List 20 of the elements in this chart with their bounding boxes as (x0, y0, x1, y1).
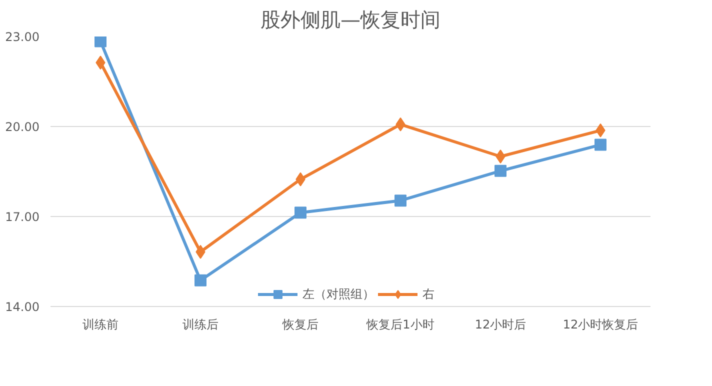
y-tick-label: 23.00 (5, 30, 40, 44)
point (194, 274, 206, 286)
chart-title: 股外侧肌—恢复时间 (260, 8, 440, 32)
x-tick-label: 训练后 (182, 318, 218, 332)
point (94, 36, 106, 48)
x-tick-label: 恢复后1小时 (366, 318, 434, 332)
point (594, 138, 606, 151)
x-tick-label: 12小时恢复后 (562, 318, 638, 332)
legend-label: 左（对照组） (302, 286, 374, 302)
legend-label: 右 (422, 286, 436, 302)
x-tick-label: 12小时后 (474, 318, 526, 332)
x-tick-label: 训练前 (82, 318, 118, 332)
x-tick-label: 恢复后 (282, 318, 318, 332)
y-tick-label: 14.00 (5, 300, 40, 314)
point (494, 164, 506, 177)
y-tick-label: 17.00 (5, 210, 40, 224)
point (394, 194, 406, 207)
y-tick-label: 20.00 (5, 120, 40, 134)
point (294, 206, 306, 219)
point (496, 150, 506, 164)
